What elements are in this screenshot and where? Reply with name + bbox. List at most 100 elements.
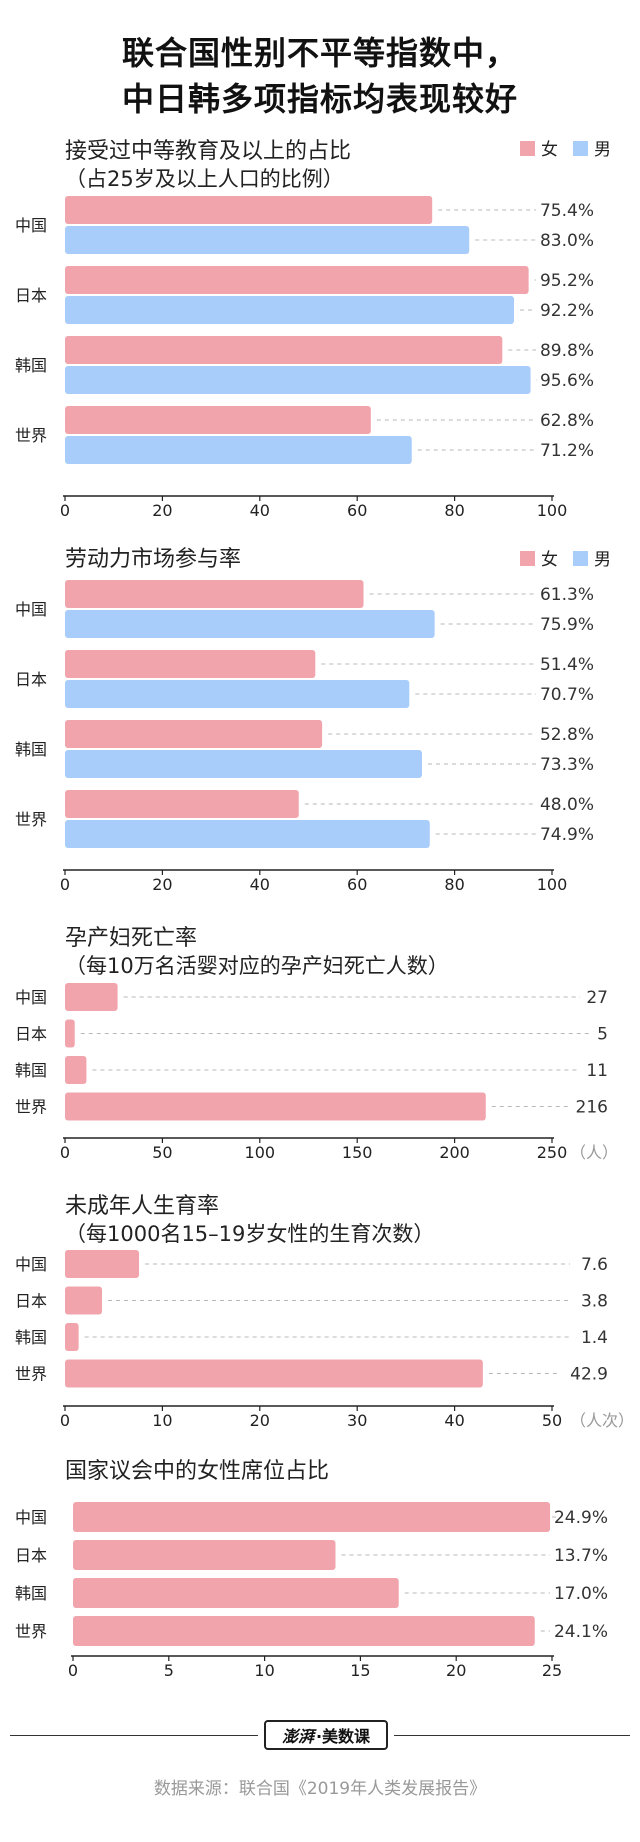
chart2-bar <box>65 580 364 608</box>
chart1-bar <box>65 226 470 254</box>
chart5-x-tick-label: 20 <box>446 1661 466 1680</box>
chart5-category-label: 中国 <box>15 1508 47 1527</box>
chart1-value-label: 95.6% <box>540 371 594 391</box>
chart4-value-label: 3.8 <box>581 1292 608 1312</box>
chart1-bar <box>65 196 433 224</box>
chart2-legend-label-2: 男 <box>594 550 611 570</box>
chart2-category-label: 世界 <box>15 810 47 829</box>
chart1-title: 接受过中等教育及以上的占比 <box>65 139 351 164</box>
chart2-x-tick-label: 0 <box>60 875 70 894</box>
chart2-value-label: 70.7% <box>540 685 594 705</box>
chart4-x-tick-label: 40 <box>444 1411 464 1430</box>
chart4-title: 未成年人生育率 <box>65 1194 219 1219</box>
chart5-bar <box>73 1616 535 1646</box>
chart2-bar <box>65 720 323 748</box>
chart4-x-tick-label: 50 <box>542 1411 562 1430</box>
chart2-x-tick-label: 100 <box>537 875 568 894</box>
chart1-value-label: 75.4% <box>540 201 594 221</box>
chart4-category-label: 日本 <box>15 1292 47 1311</box>
chart1-category-label: 韩国 <box>15 356 47 375</box>
chart4-value-label: 1.4 <box>581 1328 608 1348</box>
chart5-value-label: 13.7% <box>554 1546 608 1566</box>
chart2-value-label: 52.8% <box>540 725 594 745</box>
chart1-category-label: 中国 <box>15 216 47 235</box>
chart1-category-label: 日本 <box>15 286 47 305</box>
chart3-bar <box>65 983 118 1011</box>
chart1-value-label: 89.8% <box>540 341 594 361</box>
chart3-unit-label: （人） <box>570 1143 618 1162</box>
chart2-value-label: 48.0% <box>540 795 594 815</box>
chart4-bar <box>65 1323 79 1351</box>
chart1-x-tick-label: 80 <box>444 501 464 520</box>
chart4-bar <box>65 1250 140 1278</box>
chart1-x-tick-label: 20 <box>152 501 172 520</box>
chart5-x-tick-label: 15 <box>350 1661 370 1680</box>
chart5-x-tick-label: 25 <box>542 1661 562 1680</box>
chart3-x-tick-label: 100 <box>245 1143 276 1162</box>
chart5-x-tick-label: 0 <box>68 1661 78 1680</box>
chart5-value-label: 17.0% <box>554 1584 608 1604</box>
chart2-legend-swatch-2 <box>573 551 588 566</box>
chart2-bar <box>65 610 435 638</box>
logo-mark: 澎湃 <box>281 1727 314 1746</box>
chart5-bar <box>73 1578 399 1608</box>
logo-text: ·美数课 <box>315 1727 371 1746</box>
chart4-value-label: 7.6 <box>581 1255 608 1275</box>
chart2-value-label: 73.3% <box>540 755 594 775</box>
chart4-category-label: 中国 <box>15 1255 47 1274</box>
chart3-title: 孕产妇死亡率 <box>65 926 197 951</box>
chart2-bar <box>65 820 430 848</box>
chart3-bar <box>65 1056 87 1084</box>
chart1-value-label: 95.2% <box>540 271 594 291</box>
chart2-category-label: 中国 <box>15 600 47 619</box>
chart2-category-label: 韩国 <box>15 740 47 759</box>
chart5-category-label: 日本 <box>15 1546 47 1565</box>
chart1-legend-swatch-2 <box>573 141 588 156</box>
chart1-bar <box>65 296 515 324</box>
chart2-value-label: 75.9% <box>540 615 594 635</box>
chart4-x-tick-label: 10 <box>152 1411 172 1430</box>
chart3-x-tick-label: 250 <box>537 1143 568 1162</box>
chart2-x-tick-label: 60 <box>347 875 367 894</box>
chart2-bar <box>65 650 316 678</box>
chart5-category-label: 世界 <box>15 1622 47 1641</box>
chart3-x-tick-label: 0 <box>60 1143 70 1162</box>
page-title-line-1: 联合国性别不平等指数中， <box>121 34 518 72</box>
chart5-category-label: 韩国 <box>15 1584 47 1603</box>
chart2-value-label: 51.4% <box>540 655 594 675</box>
chart1-x-tick-label: 0 <box>60 501 70 520</box>
chart5-value-label: 24.9% <box>554 1508 608 1528</box>
chart1-x-tick-label: 60 <box>347 501 367 520</box>
data-source-note: 数据来源：联合国《2019年人类发展报告》 <box>153 1779 487 1799</box>
chart1-bar <box>65 436 412 464</box>
chart1-bar <box>65 406 371 434</box>
chart4-bar <box>65 1286 103 1315</box>
chart3-x-tick-label: 200 <box>439 1143 470 1162</box>
chart3-bar <box>65 1092 486 1121</box>
chart4-bar <box>65 1359 483 1388</box>
chart3-bar <box>65 1019 75 1048</box>
chart4-x-tick-label: 30 <box>347 1411 367 1430</box>
footer-divider-left <box>10 1735 258 1736</box>
chart4-value-label: 42.9 <box>570 1365 608 1385</box>
chart3-category-label: 世界 <box>15 1098 47 1117</box>
chart3-category-label: 中国 <box>15 988 47 1007</box>
chart2-category-label: 日本 <box>15 670 47 689</box>
chart3-value-label: 5 <box>597 1025 608 1045</box>
chart1-category-label: 世界 <box>15 426 47 445</box>
chart3-value-label: 11 <box>586 1061 608 1081</box>
chart1-bar <box>65 366 531 394</box>
chart3-subtitle: （每10万名活婴对应的孕产妇死亡人数） <box>65 954 449 978</box>
chart3-x-tick-label: 150 <box>342 1143 373 1162</box>
chart2-value-label: 74.9% <box>540 825 594 845</box>
chart1-legend-label-1: 女 <box>541 140 558 160</box>
chart1-x-tick-label: 40 <box>250 501 270 520</box>
chart2-legend-swatch-1 <box>520 551 535 566</box>
page-title-line-2: 中日韩多项指标均表现较好 <box>121 80 518 118</box>
chart3-value-label: 216 <box>576 1098 608 1118</box>
chart4-category-label: 韩国 <box>15 1328 47 1347</box>
chart1-value-label: 92.2% <box>540 301 594 321</box>
chart3-value-label: 27 <box>586 988 608 1008</box>
chart2-value-label: 61.3% <box>540 585 594 605</box>
